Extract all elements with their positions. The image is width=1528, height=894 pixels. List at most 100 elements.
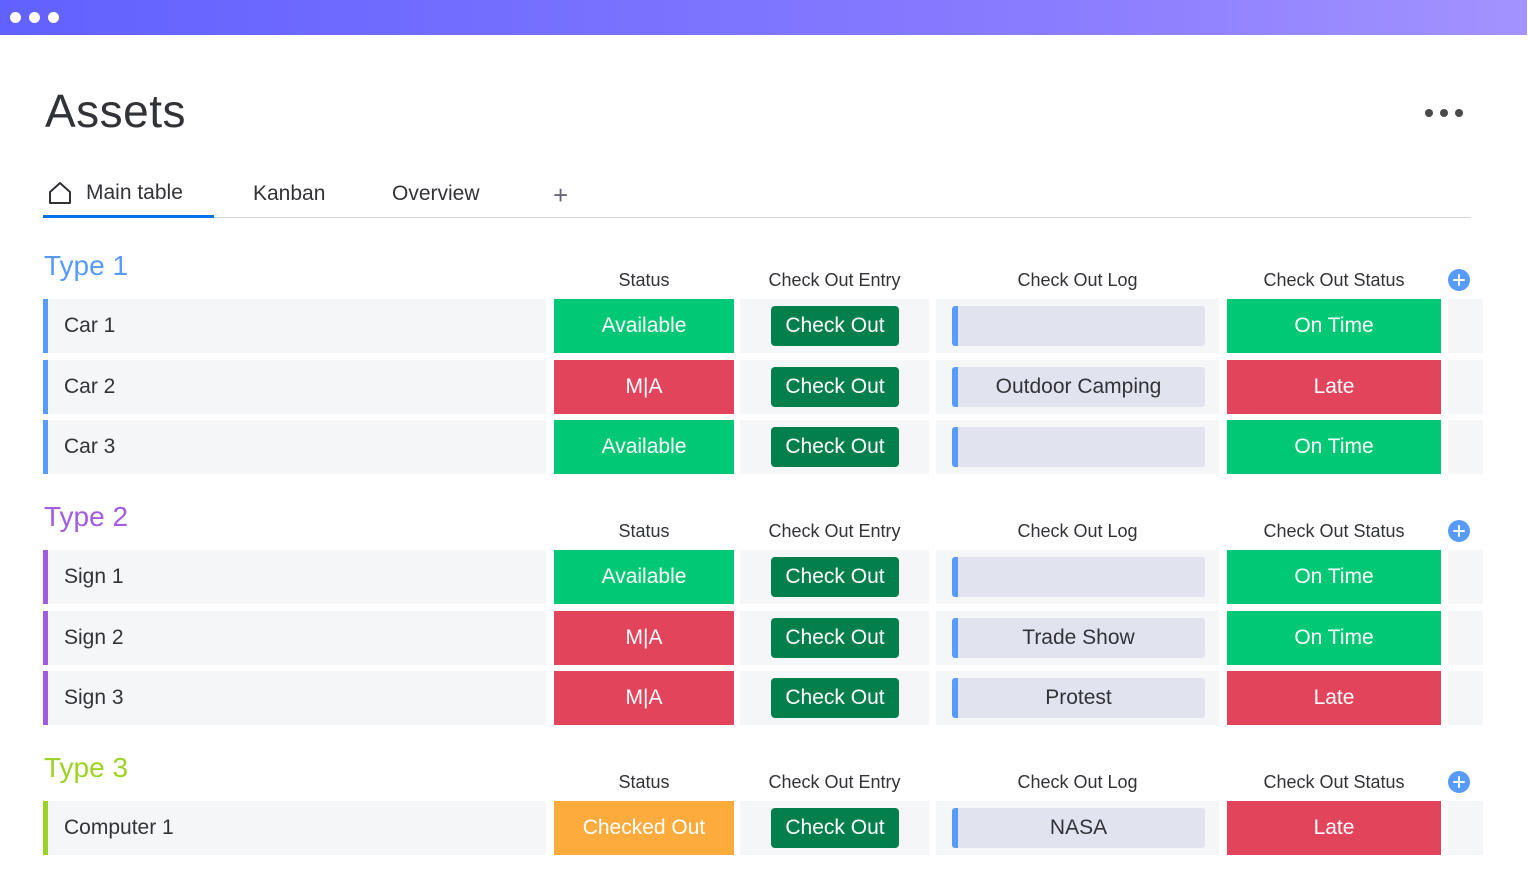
- log-accent-bar: [952, 617, 958, 658]
- group-title[interactable]: Type 2: [44, 501, 129, 532]
- group-color-bar: [43, 359, 48, 414]
- status-label[interactable]: Available: [554, 420, 734, 474]
- table-row: Car 1 Available Check Out On Time: [43, 299, 1483, 353]
- check-out-log-field[interactable]: Outdoor Camping: [952, 366, 1205, 407]
- item-name-cell[interactable]: Car 3: [43, 420, 546, 474]
- column-header-status: Status: [618, 772, 670, 792]
- item-name-cell[interactable]: Sign 2: [43, 610, 546, 665]
- item-name: Car 2: [64, 374, 116, 398]
- cell-background: [1448, 801, 1483, 855]
- tab-overview[interactable]: Overview: [392, 170, 480, 217]
- check-out-log-field[interactable]: [952, 306, 1205, 346]
- status-label[interactable]: Available: [554, 550, 734, 604]
- log-accent-bar: [952, 808, 958, 848]
- check-out-button[interactable]: Check Out: [771, 617, 899, 658]
- column-header-check-out-status: Check Out Status: [1263, 521, 1405, 541]
- check-out-log-field[interactable]: [952, 427, 1205, 467]
- check-out-button[interactable]: Check Out: [771, 366, 899, 407]
- column-header-status: Status: [618, 270, 670, 290]
- item-name: Car 1: [64, 314, 116, 337]
- check-out-status-label[interactable]: On Time: [1227, 610, 1441, 665]
- home-icon: [46, 179, 74, 207]
- table-row: Computer 1 Checked Out Check Out NASA Late: [43, 801, 1483, 855]
- column-header-check-out-log: Check Out Log: [1017, 270, 1138, 290]
- check-out-status-label[interactable]: On Time: [1227, 420, 1441, 474]
- column-header-check-out-entry: Check Out Entry: [768, 521, 901, 541]
- check-out-button[interactable]: Check Out: [771, 678, 899, 718]
- status-label[interactable]: M|A: [554, 671, 734, 725]
- window-dot[interactable]: [10, 12, 21, 23]
- tab-kanban[interactable]: Kanban: [253, 170, 325, 217]
- status-label[interactable]: Available: [554, 299, 734, 353]
- tab-label: Main table: [86, 180, 183, 204]
- add-column-button[interactable]: [1448, 771, 1470, 793]
- group-1: Type 1 Status Check Out Entry Check Out Log…: [43, 250, 1483, 481]
- column-header-check-out-entry: Check Out Entry: [768, 772, 901, 792]
- page-title: Assets: [45, 85, 187, 137]
- check-out-button[interactable]: Check Out: [771, 557, 899, 597]
- check-out-status-label[interactable]: Late: [1227, 801, 1441, 855]
- check-out-button[interactable]: Check Out: [771, 808, 899, 848]
- check-out-status-label[interactable]: On Time: [1227, 299, 1441, 353]
- check-out-log-field[interactable]: NASA: [952, 808, 1205, 848]
- add-column-button[interactable]: [1448, 520, 1470, 542]
- tab-main-table[interactable]: Main table: [43, 170, 214, 218]
- status-label[interactable]: Checked Out: [554, 801, 734, 855]
- check-out-log-field[interactable]: Trade Show: [952, 617, 1205, 658]
- column-header-check-out-status: Check Out Status: [1263, 270, 1405, 290]
- cell-background: [1448, 610, 1483, 665]
- log-text: NASA: [1049, 816, 1108, 839]
- table-row: Car 3 Available Check Out On Time: [43, 420, 1483, 474]
- window-titlebar: [0, 0, 1527, 35]
- tab-label: Overview: [392, 181, 480, 205]
- window-dot[interactable]: [48, 12, 59, 23]
- check-out-log-field[interactable]: Protest: [952, 678, 1205, 718]
- cell-background: [1448, 299, 1483, 353]
- group-color-bar: [43, 299, 48, 353]
- item-name-cell[interactable]: Car 2: [43, 359, 546, 414]
- item-name: Computer 1: [64, 816, 174, 839]
- item-name-cell[interactable]: Car 1: [43, 299, 546, 353]
- group-color-bar: [43, 610, 48, 665]
- status-label[interactable]: M|A: [554, 610, 734, 665]
- log-accent-bar: [952, 306, 958, 346]
- table-row: Sign 1 Available Check Out On Time: [43, 550, 1483, 604]
- plus-icon: [1453, 274, 1465, 286]
- group-color-bar: [43, 420, 48, 474]
- window-dot[interactable]: [29, 12, 40, 23]
- log-text: Outdoor Camping: [995, 374, 1162, 398]
- group-title[interactable]: Type 1: [44, 250, 129, 281]
- group-2: Type 2 Status Check Out Entry Check Out Log…: [43, 501, 1483, 732]
- item-name-cell[interactable]: Sign 1: [43, 550, 546, 604]
- group-color-bar: [43, 671, 48, 725]
- cell-background: [1448, 671, 1483, 725]
- check-out-button[interactable]: Check Out: [771, 306, 899, 346]
- group-title[interactable]: Type 3: [44, 752, 129, 783]
- log-accent-bar: [952, 366, 958, 407]
- item-name-cell[interactable]: Computer 1: [43, 801, 546, 855]
- check-out-status-label[interactable]: Late: [1227, 671, 1441, 725]
- plus-icon: [1453, 525, 1465, 537]
- log-text: Protest: [1045, 686, 1112, 709]
- item-name: Car 3: [64, 435, 116, 458]
- check-out-log-field[interactable]: [952, 557, 1205, 597]
- log-accent-bar: [952, 678, 958, 718]
- view-tabs: Main table Kanban Overview +: [43, 170, 1471, 218]
- check-out-status-label[interactable]: On Time: [1227, 550, 1441, 604]
- check-out-status-label[interactable]: Late: [1227, 359, 1441, 414]
- add-view-button[interactable]: +: [553, 180, 569, 210]
- table-row: Sign 3 M|A Check Out Protest Late: [43, 671, 1483, 725]
- status-label[interactable]: M|A: [554, 359, 734, 414]
- check-out-button[interactable]: Check Out: [771, 427, 899, 467]
- add-column-button[interactable]: [1448, 269, 1470, 291]
- item-name: Sign 3: [64, 686, 124, 709]
- column-header-check-out-status: Check Out Status: [1263, 772, 1405, 792]
- more-options-icon[interactable]: [1416, 100, 1472, 126]
- cell-background: [1448, 359, 1483, 414]
- column-header-check-out-log: Check Out Log: [1017, 521, 1138, 541]
- group-color-bar: [43, 550, 48, 604]
- item-name-cell[interactable]: Sign 3: [43, 671, 546, 725]
- plus-icon: [1453, 776, 1465, 788]
- log-text: Trade Show: [1022, 625, 1135, 649]
- table-row: Car 2 M|A Check Out Outdoor Camping Late: [43, 359, 1483, 414]
